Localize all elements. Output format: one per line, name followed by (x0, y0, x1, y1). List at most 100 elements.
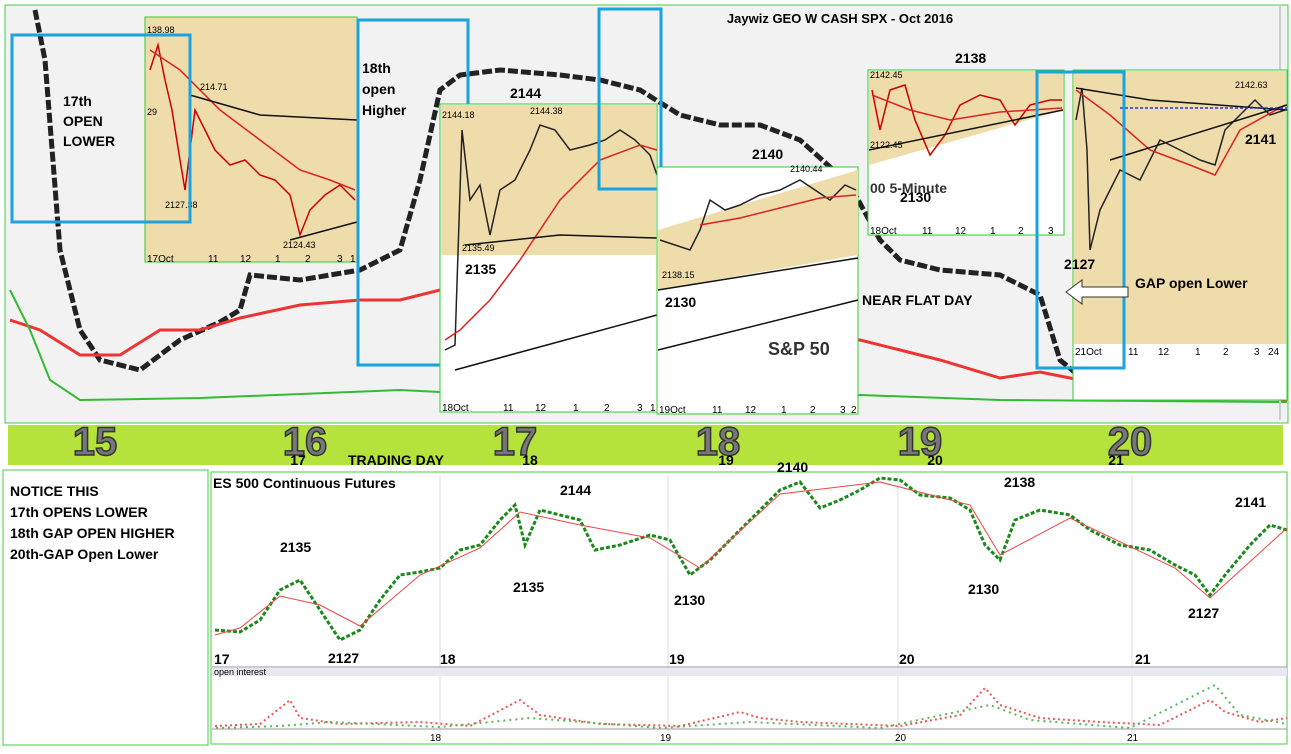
futures-label: 2140 (777, 459, 808, 475)
volume-green (215, 683, 1288, 730)
axis-label: 1 (275, 254, 281, 265)
inset-label: 2135.49 (462, 243, 495, 253)
futures-x-label: 19 (669, 651, 685, 667)
inset-channel (189, 94, 358, 121)
inset-label: 00 5-Minute (870, 180, 947, 196)
inset-channel (868, 109, 1064, 151)
trading-day: 18 (522, 452, 538, 468)
price-line (32, 9, 1288, 395)
box-text: LOWER (63, 133, 115, 149)
axis-label: 2 (305, 254, 311, 265)
axis-label: 11 (922, 226, 933, 237)
futures-x-label: 20 (899, 651, 915, 667)
volume-x-label: 18 (430, 733, 442, 744)
inset-average (149, 49, 356, 191)
axis-label: 3 (337, 254, 343, 265)
futures-panel (210, 471, 1288, 745)
futures-price (214, 476, 1288, 642)
axis-label: 12 (535, 403, 547, 414)
trading-day: 17 (290, 452, 306, 468)
inset-channel (657, 299, 859, 351)
inset-channel (657, 257, 859, 291)
volume-x-label: 20 (895, 733, 907, 744)
callout: 2144 (510, 85, 541, 101)
box-text: Higher (362, 102, 407, 118)
inset-label: 2142.63 (1235, 80, 1268, 90)
axis-label: 3 (840, 405, 846, 416)
callout: 2127 (1064, 256, 1095, 272)
inset-label: 2142.45 (870, 70, 903, 80)
axis-label: 1 (573, 403, 579, 414)
highlight-box (1035, 70, 1126, 370)
inset-label: 2144.18 (442, 110, 475, 120)
axis-label: 3 (637, 403, 643, 414)
notes-panel (2, 469, 209, 746)
red-average (9, 288, 1288, 402)
inset-label: 29 (147, 107, 157, 117)
green-average (9, 289, 1288, 403)
day-number: 18 (696, 420, 741, 464)
box-text: open (362, 81, 395, 97)
highlight-box (10, 33, 192, 224)
inset-channel (1109, 104, 1288, 161)
futures-label: 2135 (513, 579, 544, 595)
axis-label: 2 (851, 405, 857, 416)
volume-label: open interest (214, 667, 267, 677)
volume-x-label: 21 (1127, 733, 1139, 744)
inset-candles (659, 179, 857, 251)
axis-label: 11 (1128, 347, 1139, 358)
axis-label: 1 (650, 403, 656, 414)
inset-channel (464, 234, 658, 246)
trading-day: 20 (927, 452, 943, 468)
inset-average (699, 194, 857, 226)
axis-label: 24 (1268, 347, 1280, 358)
axis-label: 3 (1254, 347, 1260, 358)
inset-label: 214.71 (200, 82, 228, 92)
note: 17th OPENS LOWER (10, 504, 148, 520)
day-number: 19 (898, 420, 943, 464)
axis-label: 3 (1048, 226, 1054, 237)
axis-label: 12 (745, 405, 757, 416)
inset-axis: 17Oct 11 12 1 2 3 1 (147, 254, 356, 265)
axis-label: 11 (503, 403, 514, 414)
futures-label: 2141 (1235, 494, 1266, 510)
axis-label: 1 (781, 405, 787, 416)
day-number: 17 (493, 420, 538, 464)
futures-label: 2130 (674, 592, 705, 608)
axis-label: 18Oct (870, 226, 897, 237)
axis-label: 1 (990, 226, 996, 237)
inset-candles (1075, 87, 1286, 251)
inset-average (444, 144, 658, 341)
day-number: 20 (1108, 420, 1153, 464)
day-number: 16 (283, 420, 328, 464)
axis-label: 12 (1158, 347, 1170, 358)
axis-label: 2 (1018, 226, 1024, 237)
day-number: 15 (73, 420, 118, 464)
axis-label: 19Oct (659, 405, 686, 416)
inset-label: 2122.45 (870, 140, 903, 150)
futures-label: 2138 (1004, 474, 1035, 490)
futures-label: 2144 (560, 482, 591, 498)
inset-channel (1075, 87, 1288, 111)
inset-label: S&P 50 (768, 339, 830, 359)
note: NOTICE THIS (10, 483, 99, 499)
futures-price-red (214, 481, 1288, 636)
callout: 2140 (752, 146, 783, 162)
day-bar (8, 425, 1283, 465)
box-text: 18th (362, 60, 391, 76)
axis-label: 2 (1223, 347, 1229, 358)
inset-channel (289, 221, 358, 241)
futures-grid (212, 475, 1287, 744)
axis-label: 21Oct (1075, 347, 1102, 358)
callout: 2135 (465, 261, 496, 277)
futures-title: ES 500 Continuous Futures (213, 475, 396, 491)
inset-label: 2138.15 (662, 270, 695, 280)
box-text: OPEN (63, 113, 103, 129)
callout: 2130 (665, 294, 696, 310)
inset-label: 2140.44 (790, 164, 823, 174)
note: 20th-GAP Open Lower (10, 546, 159, 562)
callout: 2141 (1245, 131, 1276, 147)
inset-shade (658, 170, 858, 290)
trading-day: 19 (718, 452, 734, 468)
